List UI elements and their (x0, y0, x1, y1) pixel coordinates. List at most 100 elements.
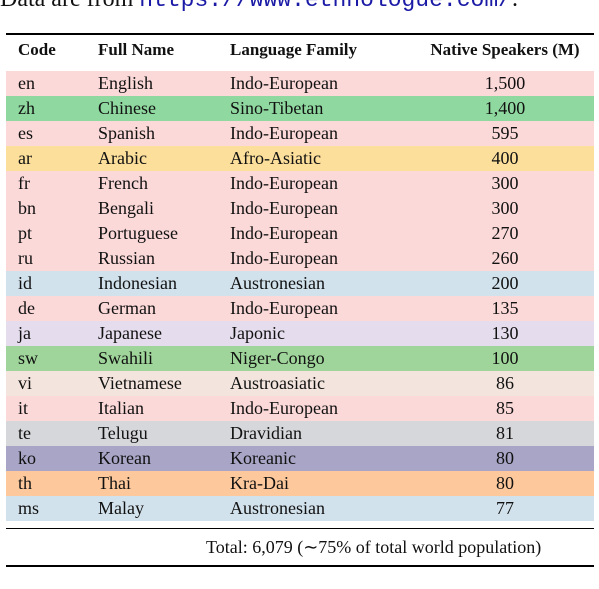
cell: English (98, 73, 154, 93)
cell: Niger-Congo (230, 348, 325, 368)
cell: 270 (491, 223, 519, 243)
cell: ru (18, 248, 33, 268)
cell: Korean (98, 448, 151, 468)
cell: Dravidian (230, 423, 302, 443)
header-row: Code Full Name Language Family Native Speak… (6, 35, 594, 68)
mid-rule (6, 66, 594, 67)
cell: 85 (496, 398, 514, 418)
cell: Koreanic (230, 448, 296, 468)
cell: bn (18, 198, 36, 218)
cell: Indo-European (230, 123, 338, 143)
cell: Austronesian (230, 273, 325, 293)
table-row: fr French Indo-European 300 (6, 171, 594, 196)
cell: Arabic (98, 148, 147, 168)
table-row: sw Swahili Niger-Congo 100 (6, 346, 594, 371)
cell: id (18, 273, 33, 293)
table-row: ja Japanese Japonic 130 (6, 321, 594, 346)
cell: Indonesian (98, 273, 177, 293)
cell: Russian (98, 248, 156, 268)
table-row: vi Vietnamese Austroasiatic 86 (6, 371, 594, 396)
table-row: es Spanish Indo-European 595 (6, 121, 594, 146)
table-row: id Indonesian Austronesian 200 (6, 271, 594, 296)
cell: Telugu (98, 423, 148, 443)
cell: Swahili (98, 348, 154, 368)
table-row: en English Indo-European 1,500 (6, 68, 594, 96)
cell: Spanish (98, 123, 156, 143)
cell: 1,400 (484, 98, 526, 118)
cell: Vietnamese (98, 373, 182, 393)
cell: Afro-Asiatic (230, 148, 321, 168)
cell: Japonic (230, 323, 285, 343)
table-row: it Italian Indo-European 85 (6, 396, 594, 421)
cell: zh (18, 98, 35, 118)
cell: Japanese (98, 323, 162, 343)
cell: Indo-European (230, 73, 338, 93)
cell: vi (18, 373, 33, 393)
cell: ms (18, 498, 40, 518)
table-row: th Thai Kra-Dai 80 (6, 471, 594, 496)
end-rule (6, 565, 594, 567)
table-body: en English Indo-European 1,500 zh Chinese Sino… (6, 68, 594, 521)
cell: en (18, 73, 35, 93)
top-rule (6, 33, 594, 35)
cell: 400 (491, 148, 519, 168)
cell: 260 (491, 248, 519, 268)
cell: Portuguese (98, 223, 178, 243)
cell: pt (18, 223, 33, 243)
cell: ja (18, 323, 31, 343)
column-header: Native Speakers (M) (430, 40, 580, 59)
source-url: https://www.ethnologue.com/ (139, 0, 512, 13)
table-row: de German Indo-European 135 (6, 296, 594, 321)
table-row: zh Chinese Sino-Tibetan 1,400 (6, 96, 594, 121)
cell: Thai (98, 473, 131, 493)
table-row: ar Arabic Afro-Asiatic 400 (6, 146, 594, 171)
cell: 135 (491, 298, 519, 318)
table-row: bn Bengali Indo-European 300 (6, 196, 594, 221)
cell: th (18, 473, 33, 493)
cell: German (98, 298, 156, 318)
cell: Malay (98, 498, 144, 518)
total: Total: 6,079 (∼75% of total world popula… (206, 537, 542, 557)
cell: Austronesian (230, 498, 325, 518)
cell: 86 (496, 373, 514, 393)
cell: 595 (491, 123, 519, 143)
cell: 77 (496, 498, 514, 518)
cell: Chinese (98, 98, 156, 118)
table-row: ru Russian Indo-European 260 (6, 246, 594, 271)
cell: Kra-Dai (230, 473, 289, 493)
cell: French (98, 173, 148, 193)
column-header: Code (18, 40, 56, 59)
table-row: pt Portuguese Indo-European 270 (6, 221, 594, 246)
cell: 1,500 (484, 73, 526, 93)
cell: Sino-Tibetan (230, 98, 324, 118)
language-table: Code Full Name Language Family Native Speak… (6, 35, 594, 521)
cell: Italian (98, 398, 144, 418)
cell: 200 (491, 273, 519, 293)
note-end: . (512, 0, 518, 12)
cell: Indo-European (230, 398, 338, 418)
cell: sw (18, 348, 39, 368)
cell: Bengali (98, 198, 154, 218)
cell: Indo-European (230, 173, 338, 193)
cell: Austroasiatic (230, 373, 325, 393)
source-note: Data are from https://www.ethnologue.com… (0, 0, 518, 13)
cell: 300 (491, 198, 519, 218)
cell: 80 (496, 448, 514, 468)
cell: ar (18, 148, 32, 168)
table-row: te Telugu Dravidian 81 (6, 421, 594, 446)
cell: 100 (491, 348, 519, 368)
cell: Indo-European (230, 298, 338, 318)
table-row: ko Korean Koreanic 80 (6, 446, 594, 471)
cell: es (18, 123, 33, 143)
cell: te (18, 423, 31, 443)
cell: 81 (496, 423, 514, 443)
cell: 80 (496, 473, 514, 493)
cell: 130 (491, 323, 519, 343)
cell: Indo-European (230, 223, 338, 243)
column-header: Full Name (98, 40, 175, 59)
cell: 300 (491, 173, 519, 193)
table-row: ms Malay Austronesian 77 (6, 496, 594, 521)
cell: Indo-European (230, 248, 338, 268)
column-header: Language Family (230, 40, 358, 59)
